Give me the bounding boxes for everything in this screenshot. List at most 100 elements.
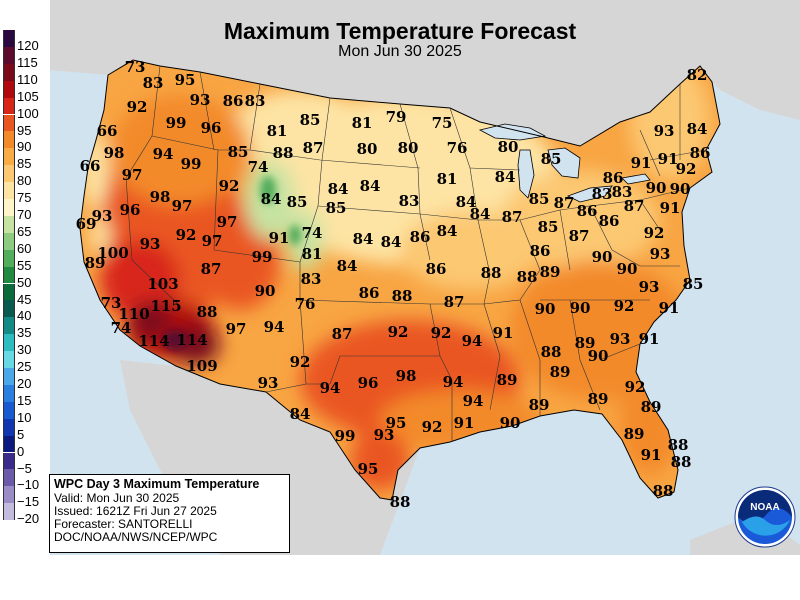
temperature-value: 87 <box>201 260 222 278</box>
temperature-value: 75 <box>432 114 453 132</box>
temperature-value: 90 <box>592 248 613 266</box>
legend-swatch <box>3 46 15 64</box>
temperature-value: 85 <box>326 199 347 217</box>
temperature-value: 85 <box>541 150 562 168</box>
legend-label: 120 <box>17 38 39 53</box>
temperature-value: 91 <box>660 199 681 217</box>
legend-swatch <box>3 384 15 402</box>
temperature-value: 84 <box>470 205 491 223</box>
temperature-value: 88 <box>481 264 502 282</box>
temperature-value: 84 <box>687 120 708 138</box>
legend-label: 15 <box>17 392 32 408</box>
legend-swatch <box>3 486 15 504</box>
temperature-value: 97 <box>122 166 143 184</box>
legend-swatch <box>3 249 15 267</box>
legend-swatch <box>3 97 15 115</box>
temperature-value: 98 <box>396 367 417 385</box>
legend-label: 20 <box>17 376 32 391</box>
info-org: DOC/NOAA/NWS/NCEP/WPC <box>54 530 218 544</box>
legend-swatch <box>3 283 15 301</box>
temperature-value: 76 <box>447 139 468 157</box>
legend-label: 40 <box>17 308 32 324</box>
temperature-value: 83 <box>245 92 266 110</box>
temperature-value: 95 <box>175 71 196 89</box>
temperature-value: 91 <box>454 414 475 432</box>
temperature-value: 88 <box>197 303 218 321</box>
temperature-value: 89 <box>529 396 550 414</box>
temperature-value: 97 <box>217 213 238 231</box>
temperature-value: 98 <box>104 144 125 162</box>
temperature-value: 66 <box>80 157 101 175</box>
temperature-value: 86 <box>530 242 551 260</box>
temperature-value: 87 <box>303 139 324 157</box>
noaa-logo: NOAA <box>734 486 796 548</box>
temperature-value: 90 <box>535 300 556 318</box>
temperature-value: 86 <box>410 228 431 246</box>
temperature-value: 96 <box>120 201 141 219</box>
temperature-value: 99 <box>181 155 202 173</box>
legend-label: −20 <box>17 511 40 527</box>
temperature-value: 85 <box>300 111 321 129</box>
temperature-value: 89 <box>575 334 596 352</box>
temperature-value: 84 <box>360 177 381 195</box>
noaa-logo-text: NOAA <box>750 502 779 513</box>
temperature-value: 88 <box>653 482 674 500</box>
temperature-value: 92 <box>219 177 240 195</box>
legend-swatch <box>3 148 15 166</box>
legend-label: 110 <box>17 71 38 87</box>
temperature-value: 81 <box>352 114 373 132</box>
legend-label: 55 <box>17 257 32 273</box>
temperature-value: 74 <box>248 158 269 176</box>
temperature-value: 89 <box>540 263 561 281</box>
legend-label: 80 <box>17 173 32 189</box>
temperature-value: 91 <box>658 150 679 168</box>
temperature-value: 83 <box>399 192 420 210</box>
temperature-value: 87 <box>569 227 590 245</box>
map-subtitle: Mon Jun 30 2025 <box>338 43 462 60</box>
legend-swatch <box>3 418 15 436</box>
legend-label: −5 <box>17 460 32 476</box>
temperature-value: 89 <box>497 371 518 389</box>
temperature-value: 83 <box>143 74 164 92</box>
legend-swatch <box>3 435 15 453</box>
temperature-value: 83 <box>592 185 613 203</box>
temperature-value: 84 <box>337 257 358 275</box>
temperature-value: 94 <box>462 332 483 350</box>
legend-swatch <box>3 351 15 368</box>
temperature-value: 88 <box>541 343 562 361</box>
temperature-value: 84 <box>381 233 402 251</box>
temperature-value: 85 <box>529 190 550 208</box>
temperature-value: 93 <box>190 91 211 109</box>
temperature-value: 90 <box>617 260 638 278</box>
temperature-value: 85 <box>228 143 249 161</box>
legend-swatch <box>3 266 15 284</box>
temperature-value: 90 <box>588 347 609 365</box>
temperature-value: 81 <box>302 245 323 263</box>
temperature-value: 89 <box>588 390 609 408</box>
temperature-value: 92 <box>127 98 148 116</box>
temperature-value: 84 <box>261 190 282 208</box>
temperature-value: 86 <box>690 144 711 162</box>
legend-label: 85 <box>17 156 32 172</box>
temperature-value: 81 <box>267 122 288 140</box>
temperature-value: 114 <box>138 332 169 350</box>
legend-label: 90 <box>17 139 32 155</box>
temperature-value: 89 <box>641 398 662 416</box>
legend-swatch <box>3 30 15 47</box>
temperature-value: 94 <box>443 373 464 391</box>
legend-label: 35 <box>17 325 32 341</box>
temperature-value: 91 <box>493 324 514 342</box>
temperature-value: 92 <box>290 353 311 371</box>
temperature-value: 109 <box>186 357 217 375</box>
temperature-value: 88 <box>671 453 692 471</box>
temperature-value: 82 <box>687 66 708 84</box>
temperature-value: 74 <box>302 224 323 242</box>
temperature-value: 92 <box>422 418 443 436</box>
temperature-value: 93 <box>258 374 279 392</box>
temperature-value: 94 <box>463 392 484 410</box>
temperature-value: 90 <box>255 282 276 300</box>
color-legend: 120 115 110 105 100 95 90 85 80 75 70 65 60 55 50 45 40 3… <box>3 30 48 540</box>
temperature-value: 84 <box>456 193 477 211</box>
temperature-value: 80 <box>357 140 378 158</box>
temperature-value: 93 <box>610 330 631 348</box>
